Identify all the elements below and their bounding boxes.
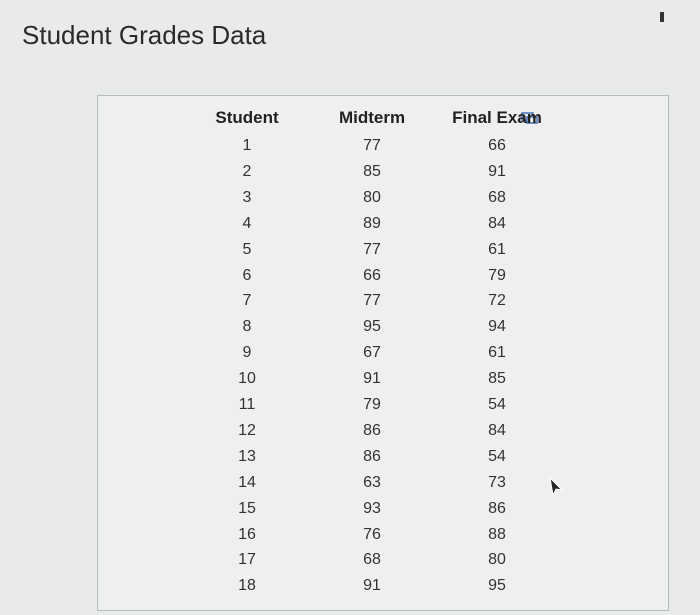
table-cell: 95 [363,318,381,336]
table-cell: 68 [363,551,381,569]
table-cell: 72 [488,292,506,310]
table-cell: 66 [488,137,506,154]
table-cell: 54 [488,447,506,465]
table-cell: 77 [363,240,381,258]
table-cell: 54 [488,396,506,413]
table-cell: 88 [488,525,506,543]
table-cell: 85 [488,370,506,388]
mouse-cursor [549,476,564,496]
table-cell: 13 [238,447,256,465]
table-cell: 86 [363,421,381,439]
table-cell: 63 [363,473,381,491]
copy-icon[interactable] [520,110,540,126]
table-cell: 91 [363,577,381,595]
table-cell: 5 [242,240,252,258]
table-cell: 11 [238,396,256,413]
column-header: Final Exam [452,108,542,127]
table-cell: 76 [363,525,381,543]
table-cell: 95 [488,577,506,595]
table-cell: 18 [238,577,256,595]
table-cell: 3 [242,188,252,206]
table-cell: 2 [242,162,252,180]
window-control[interactable] [660,12,664,22]
table-cell: 84 [488,421,506,439]
table-cell: 10 [238,370,256,388]
table-cell: 61 [488,344,506,362]
column-header: Student [215,108,279,127]
table-cell: 14 [238,473,256,491]
table-cell: 94 [488,318,506,336]
page-title: Student Grades Data [22,20,267,50]
table-cell: 85 [363,162,381,180]
table-cell: 86 [488,499,506,517]
table-cell: 16 [238,525,256,543]
table-cell: 93 [363,499,381,517]
table-cell: 84 [488,214,506,232]
table-cell: 86 [363,447,381,465]
table-cell: 61 [488,240,506,258]
table-cell: 79 [363,396,381,413]
table-cell: 77 [363,292,381,310]
table-cell: 8 [242,318,252,336]
table-cell: 1 [242,137,252,154]
table-cell: 66 [363,266,381,284]
table-cell: 77 [363,137,381,154]
table-cell: 91 [488,162,506,180]
table-cell: 9 [242,344,252,362]
column-header: Midterm [338,108,406,127]
table-cell: 17 [238,551,256,569]
table-cell: 68 [488,188,506,206]
table-cell: 15 [238,499,256,517]
table-cell: 4 [242,214,252,232]
table-cell: 67 [363,344,381,362]
data-table-panel [97,95,669,611]
table-cell: 80 [488,551,506,569]
table-cell: 80 [363,188,381,206]
table-cell: 73 [488,473,506,491]
table-cell: 89 [363,214,381,232]
table-cell: 7 [242,292,252,310]
table-cell: 79 [488,266,506,284]
table-cell: 6 [242,266,252,284]
table-cell: 91 [363,370,381,388]
table-cell: 12 [238,421,256,439]
